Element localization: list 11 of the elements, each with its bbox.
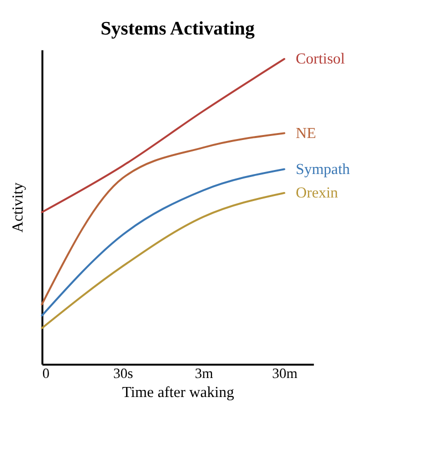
series-label: NE [296, 124, 316, 142]
series-label: Orexin [296, 184, 338, 202]
x-tick-label: 3m [194, 366, 214, 382]
x-tick-label: 30s [113, 366, 134, 382]
y-axis-title: Activity [9, 182, 26, 232]
x-tick-label: 0 [42, 366, 50, 382]
series-label: Sympath [296, 160, 350, 178]
x-axis-title: Time after waking [122, 384, 235, 402]
chart-title: Systems Activating [100, 18, 256, 40]
series-label: Cortisol [296, 50, 345, 68]
x-tick-label: 30m [272, 366, 298, 382]
